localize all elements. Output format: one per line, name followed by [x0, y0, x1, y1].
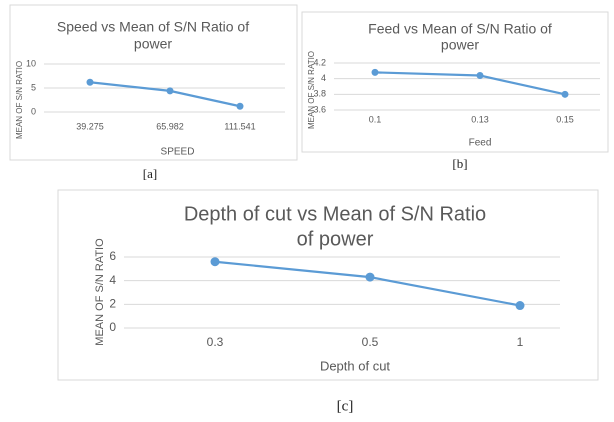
x-axis-label: Depth of cut [320, 358, 390, 373]
caption: [c] [337, 398, 354, 414]
y-axis-label: MEAN OF S/N RATIO [94, 238, 106, 346]
x-axis-label: SPEED [161, 147, 195, 158]
data-point [476, 72, 484, 80]
y-tick-label: 4.2 [313, 57, 326, 67]
data-point [210, 257, 220, 267]
x-tick-label: 0.13 [471, 114, 489, 124]
x-tick-label: 1 [517, 335, 524, 349]
y-tick-label: 3.8 [313, 89, 326, 99]
x-tick-label: 65.982 [156, 121, 184, 131]
chart-title: Speed vs Mean of S/N Ratio of [57, 19, 249, 35]
data-point [86, 78, 94, 86]
x-tick-label: 111.541 [224, 121, 255, 131]
y-tick-label: 4 [321, 73, 326, 83]
data-point [371, 68, 379, 76]
data-point [515, 301, 525, 311]
y-tick-label: 0 [109, 320, 116, 334]
data-point [365, 272, 375, 282]
x-tick-label: 0.15 [556, 114, 574, 124]
x-tick-label: 39.275 [76, 121, 104, 131]
y-tick-label: 4 [109, 273, 116, 287]
caption: [b] [452, 156, 467, 171]
x-axis-label: Feed [469, 138, 492, 149]
y-tick-label: 0 [31, 106, 36, 116]
y-axis-label: MEAN OF S/N RATIO [307, 51, 316, 129]
data-point [166, 87, 174, 95]
chart-title: power [441, 37, 479, 53]
x-tick-label: 0.5 [362, 335, 379, 349]
y-tick-label: 3.6 [313, 104, 326, 114]
data-point [561, 90, 569, 98]
chart-title: Depth of cut vs Mean of S/N Ratio [184, 203, 486, 225]
x-tick-label: 0.1 [369, 114, 382, 124]
chart-frame [301, 11, 609, 153]
chart-frame [57, 189, 599, 381]
chart-title: Feed vs Mean of S/N Ratio of [368, 21, 552, 37]
y-axis-label: MEAN OF S/N RATIO [15, 61, 24, 139]
y-tick-label: 2 [109, 297, 116, 311]
y-tick-label: 6 [109, 249, 116, 263]
chart-frame [9, 4, 298, 161]
chart-title: of power [297, 228, 374, 250]
caption: [a] [143, 166, 157, 181]
chart-title: power [134, 36, 172, 52]
y-tick-label: 5 [31, 82, 36, 92]
data-point [236, 102, 244, 110]
y-tick-label: 10 [26, 58, 36, 68]
x-tick-label: 0.3 [207, 335, 224, 349]
